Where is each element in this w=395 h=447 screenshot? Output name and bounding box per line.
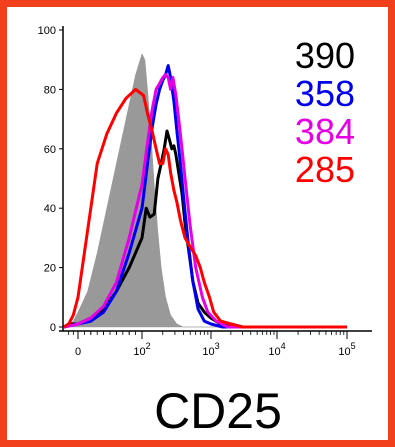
y-tick-label: 100 [38, 25, 56, 37]
series-line-358 [63, 64, 347, 329]
y-tick-label: 0 [50, 322, 56, 334]
line-histogram-layer [63, 64, 347, 329]
x-tick-label: 102 [133, 341, 150, 358]
legend-entry-390: 390 [295, 35, 355, 76]
legend-entry-285: 285 [295, 149, 355, 190]
y-tick-label: 40 [44, 203, 56, 215]
series-line-285 [63, 87, 347, 329]
x-tick-label: 104 [268, 341, 285, 358]
x-tick-label: 0 [75, 346, 81, 358]
x-axis-label: CD25 [154, 383, 282, 439]
filled-histogram-layer [63, 53, 347, 328]
y-tick-label: 60 [44, 144, 56, 156]
series-line-384 [63, 73, 347, 329]
x-tick-label: 105 [338, 341, 355, 358]
legend-entry-384: 384 [295, 111, 355, 152]
y-tick-label: 80 [44, 84, 56, 96]
x-tick-label: 103 [202, 341, 219, 358]
y-tick-label: 20 [44, 263, 56, 275]
axes-layer: 0 20 40 60 80 100 0 102 103 104 105 [38, 25, 372, 358]
legend-entry-358: 358 [295, 73, 355, 114]
filled-histogram [63, 53, 347, 328]
